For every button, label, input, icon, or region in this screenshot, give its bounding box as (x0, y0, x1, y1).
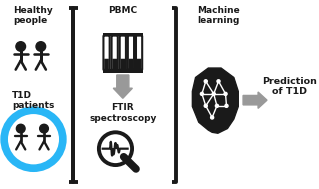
Text: Healthy
people: Healthy people (14, 6, 53, 25)
Circle shape (212, 92, 215, 95)
Text: T1D
patients: T1D patients (12, 91, 55, 110)
Circle shape (16, 124, 25, 133)
FancyBboxPatch shape (136, 36, 142, 70)
FancyBboxPatch shape (104, 59, 109, 69)
Circle shape (224, 92, 227, 95)
Circle shape (225, 104, 228, 107)
FancyBboxPatch shape (120, 36, 126, 70)
Text: FTIR
spectroscopy: FTIR spectroscopy (89, 103, 157, 123)
Circle shape (215, 104, 219, 107)
FancyBboxPatch shape (103, 36, 110, 70)
Polygon shape (192, 68, 238, 133)
Circle shape (200, 92, 204, 95)
FancyArrow shape (113, 75, 132, 98)
Text: Prediction
of T1D: Prediction of T1D (262, 77, 317, 96)
Circle shape (217, 80, 220, 83)
FancyBboxPatch shape (121, 59, 125, 69)
Circle shape (204, 104, 207, 107)
FancyArrow shape (243, 92, 267, 108)
FancyBboxPatch shape (129, 59, 133, 69)
Text: PBMC: PBMC (108, 6, 137, 15)
Bar (103, 33, 143, 36)
Circle shape (204, 80, 207, 83)
Circle shape (36, 42, 46, 51)
Circle shape (99, 132, 132, 165)
FancyBboxPatch shape (128, 36, 134, 70)
Circle shape (16, 42, 26, 51)
Bar (103, 69, 143, 73)
Circle shape (40, 124, 48, 133)
Text: Machine
learning: Machine learning (197, 6, 240, 25)
FancyBboxPatch shape (137, 59, 141, 69)
Circle shape (211, 116, 214, 119)
FancyBboxPatch shape (112, 59, 117, 69)
FancyBboxPatch shape (112, 36, 118, 70)
